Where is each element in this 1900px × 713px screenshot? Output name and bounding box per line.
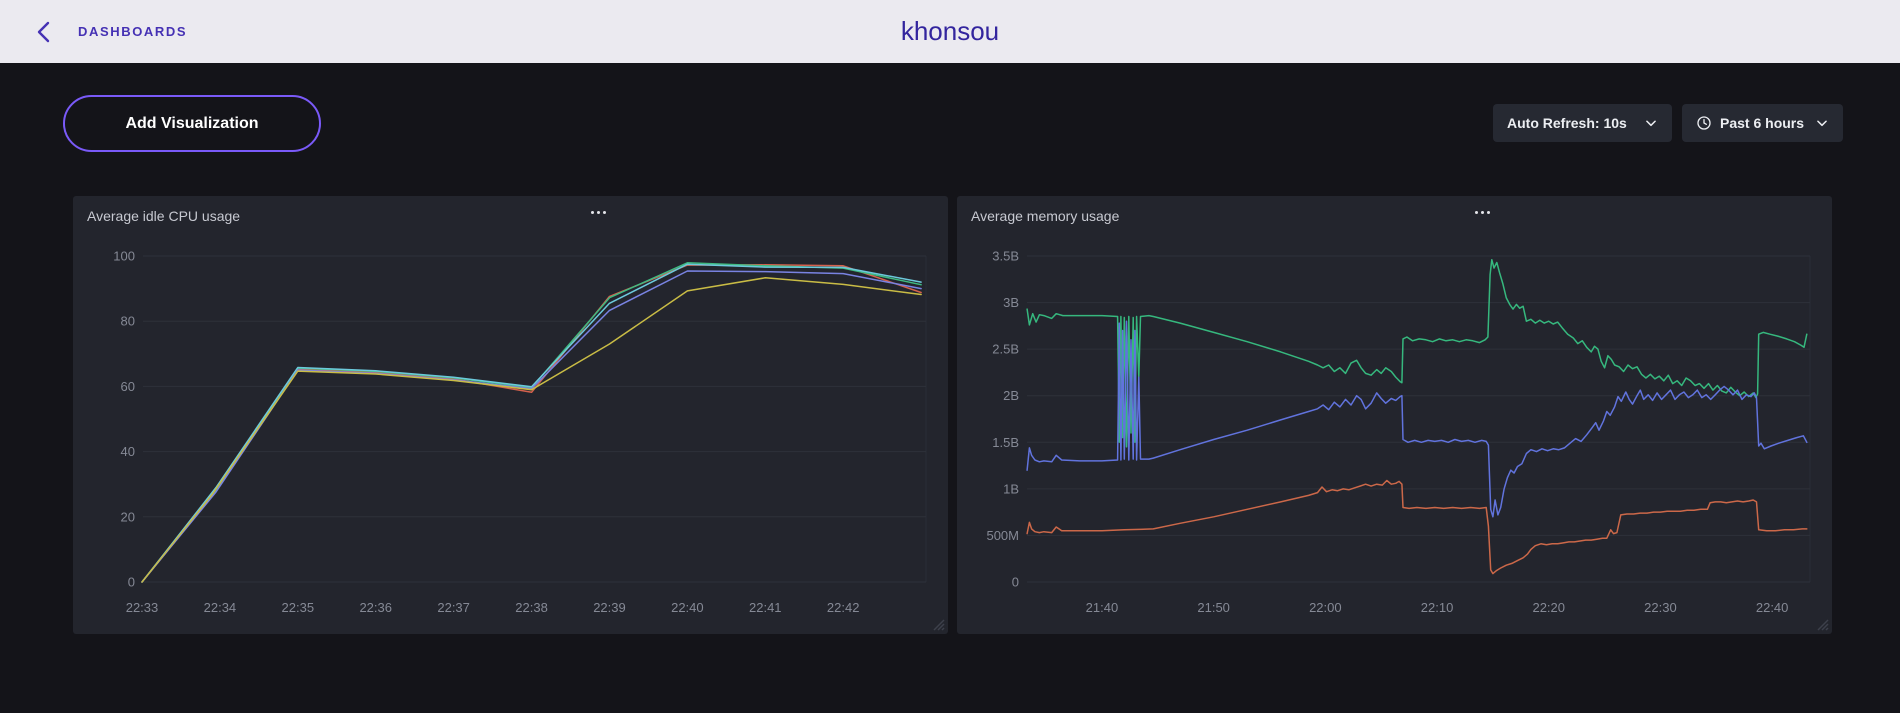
chart-canvas[interactable]: 0 500M 1B 1.5B 2B 2.5B 3B 3.5B 21:40 21:50 22:00 22…	[957, 196, 1832, 634]
svg-text:0: 0	[1012, 575, 1019, 590]
chart-line-series-orange	[1026, 479, 1808, 575]
auto-refresh-label: Auto Refresh: 10s	[1507, 115, 1627, 131]
svg-text:22:40: 22:40	[1756, 600, 1789, 615]
add-visualization-button[interactable]: Add Visualization	[63, 95, 321, 152]
panel-memory-usage: 0 500M 1B 1.5B 2B 2.5B 3B 3.5B 21:40 21:50 22:00 22…	[957, 196, 1832, 634]
svg-text:22:20: 22:20	[1532, 600, 1565, 615]
svg-text:22:00: 22:00	[1309, 600, 1342, 615]
breadcrumb[interactable]: DASHBOARDS	[78, 24, 188, 39]
svg-text:21:40: 21:40	[1086, 600, 1119, 615]
svg-text:0: 0	[128, 575, 135, 590]
chart-line-series-green	[141, 262, 922, 583]
svg-text:21:50: 21:50	[1197, 600, 1230, 615]
more-menu-icon[interactable]	[1473, 206, 1492, 218]
panel-title: Average idle CPU usage	[87, 208, 241, 224]
panel-title: Average memory usage	[971, 208, 1120, 224]
back-button[interactable]	[30, 18, 58, 46]
svg-text:22:39: 22:39	[593, 600, 626, 615]
panel-cpu-usage: 0 20 40 60 80 100 22:33 22:34 22:35 22:36 22:37 22:…	[73, 196, 948, 634]
chart-line-series-blue	[1026, 320, 1808, 518]
chevron-down-icon	[1644, 116, 1658, 130]
svg-text:22:34: 22:34	[204, 600, 237, 615]
chart-line-series-yellow	[141, 277, 922, 583]
svg-text:3B: 3B	[1003, 295, 1019, 310]
svg-text:22:37: 22:37	[437, 600, 470, 615]
svg-text:22:40: 22:40	[671, 600, 704, 615]
svg-text:100: 100	[113, 249, 135, 264]
svg-text:60: 60	[121, 379, 135, 394]
add-visualization-label: Add Visualization	[125, 114, 259, 132]
resize-handle[interactable]	[1814, 616, 1829, 631]
chart-line-series-green	[1026, 258, 1808, 448]
chart-canvas[interactable]: 0 20 40 60 80 100 22:33 22:34 22:35 22:36 22:37 22:…	[73, 196, 948, 634]
svg-text:22:42: 22:42	[827, 600, 860, 615]
chart-line-series-cyan	[141, 263, 922, 583]
svg-text:22:33: 22:33	[126, 600, 159, 615]
svg-text:20: 20	[121, 509, 135, 524]
svg-text:1B: 1B	[1003, 481, 1019, 496]
more-menu-icon[interactable]	[589, 206, 608, 218]
svg-text:80: 80	[121, 314, 135, 329]
top-bar: DASHBOARDS khonsou	[0, 0, 1900, 63]
auto-refresh-dropdown[interactable]: Auto Refresh: 10s	[1493, 104, 1672, 142]
svg-text:22:30: 22:30	[1644, 600, 1677, 615]
svg-text:22:41: 22:41	[749, 600, 782, 615]
svg-text:22:35: 22:35	[282, 600, 315, 615]
svg-text:1.5B: 1.5B	[992, 435, 1019, 450]
time-range-label: Past 6 hours	[1720, 115, 1805, 131]
svg-text:22:10: 22:10	[1421, 600, 1454, 615]
svg-text:2.5B: 2.5B	[992, 342, 1019, 357]
svg-text:2B: 2B	[1003, 388, 1019, 403]
svg-text:500M: 500M	[986, 528, 1019, 543]
svg-text:22:38: 22:38	[515, 600, 548, 615]
resize-handle[interactable]	[930, 616, 945, 631]
chevron-down-icon	[1815, 116, 1829, 130]
page-title[interactable]: khonsou	[900, 16, 1000, 46]
clock-icon	[1696, 115, 1712, 131]
time-range-dropdown[interactable]: Past 6 hours	[1682, 104, 1843, 142]
svg-text:22:36: 22:36	[359, 600, 392, 615]
svg-text:40: 40	[121, 444, 135, 459]
chevron-left-icon	[35, 21, 53, 43]
svg-text:3.5B: 3.5B	[992, 249, 1019, 264]
